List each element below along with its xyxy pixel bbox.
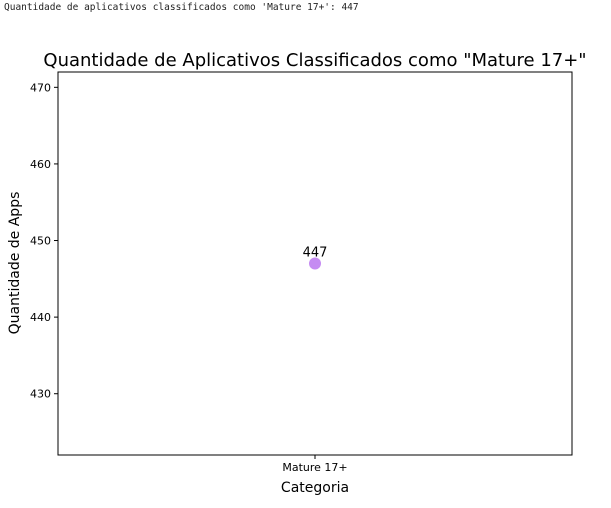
x-axis-label: Categoria — [281, 480, 349, 496]
y-axis: 430 440 450 460 470 — [30, 81, 58, 401]
y-tick-label: 460 — [30, 158, 51, 171]
y-tick-label: 470 — [30, 81, 51, 94]
data-point — [309, 257, 321, 270]
data-label: 447 — [303, 246, 328, 261]
data-points: 447 — [303, 246, 328, 270]
y-tick-label: 440 — [30, 311, 51, 324]
y-tick-label: 450 — [30, 235, 51, 248]
x-axis: Mature 17+ — [282, 455, 348, 474]
y-tick-label: 430 — [30, 388, 51, 401]
console-output: Quantidade de aplicativos classificados … — [4, 2, 359, 13]
x-tick-label: Mature 17+ — [282, 461, 347, 474]
chart-title: Quantidade de Aplicativos Classificados … — [43, 50, 586, 71]
y-axis-label: Quantidade de Apps — [7, 192, 23, 335]
